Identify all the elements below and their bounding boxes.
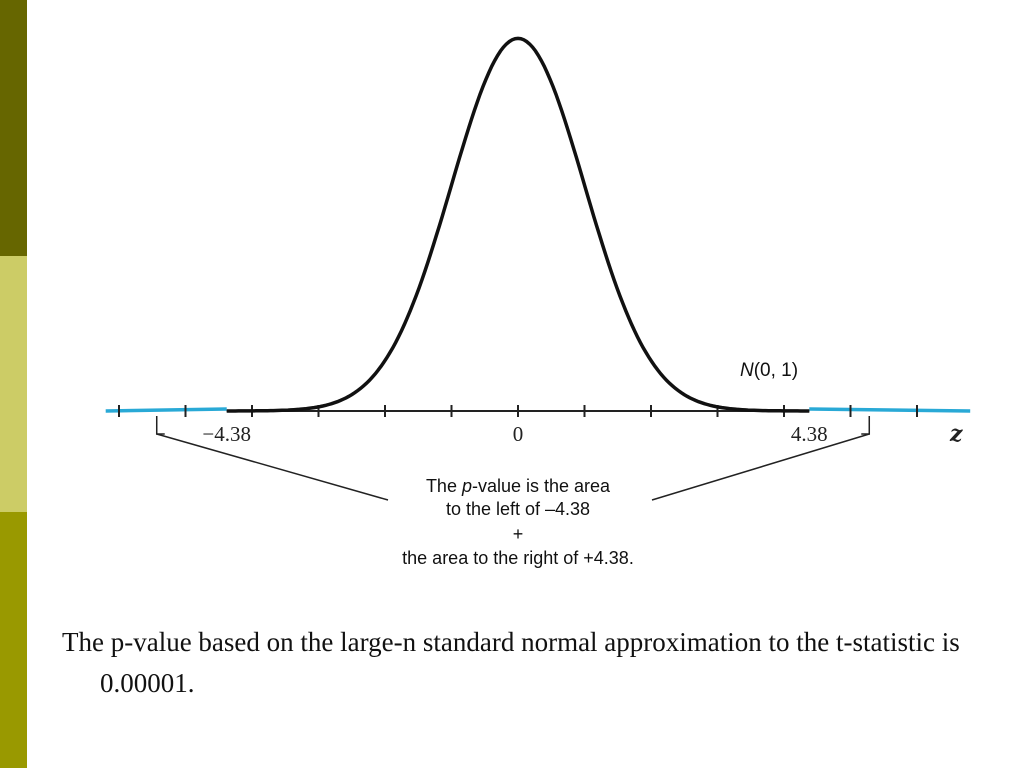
left-pointer-line xyxy=(156,433,389,501)
annotation-line-3: + xyxy=(513,524,524,544)
accent-bar-top xyxy=(0,0,27,256)
tick-label: −4.38 xyxy=(202,422,251,446)
left-bracket xyxy=(155,416,165,435)
annotation-line-1: The p-value is the area xyxy=(426,476,611,496)
tail-brackets xyxy=(155,416,871,501)
left-tail xyxy=(105,407,227,413)
normal-density-curve xyxy=(226,36,810,413)
distribution-label: N(0, 1) xyxy=(740,360,798,381)
axis-ticks xyxy=(118,405,918,417)
tick-label: 4.38 xyxy=(791,422,828,446)
distribution-label-params: (0, 1) xyxy=(754,360,798,381)
annotation-line-4: the area to the right of +4.38. xyxy=(402,548,634,568)
annotation-line-2: to the left of –4.38 xyxy=(446,499,590,519)
z-axis-label: z xyxy=(949,421,963,447)
axis-tick-labels: −4.38 0 4.38 xyxy=(202,422,827,446)
normal-distribution-chart: −4.38 0 4.38 z N(0, 1) The p-value is the … xyxy=(105,36,971,568)
accent-bar-bottom xyxy=(0,512,27,768)
right-pointer-line xyxy=(651,433,870,501)
accent-bar-middle xyxy=(0,256,27,512)
right-tail xyxy=(809,407,971,413)
slide-caption: The p-value based on the large-n standar… xyxy=(62,627,960,698)
distribution-label-n: N xyxy=(740,360,754,381)
right-bracket xyxy=(861,416,871,435)
tick-label: 0 xyxy=(513,422,524,446)
tail-regions xyxy=(105,407,971,413)
